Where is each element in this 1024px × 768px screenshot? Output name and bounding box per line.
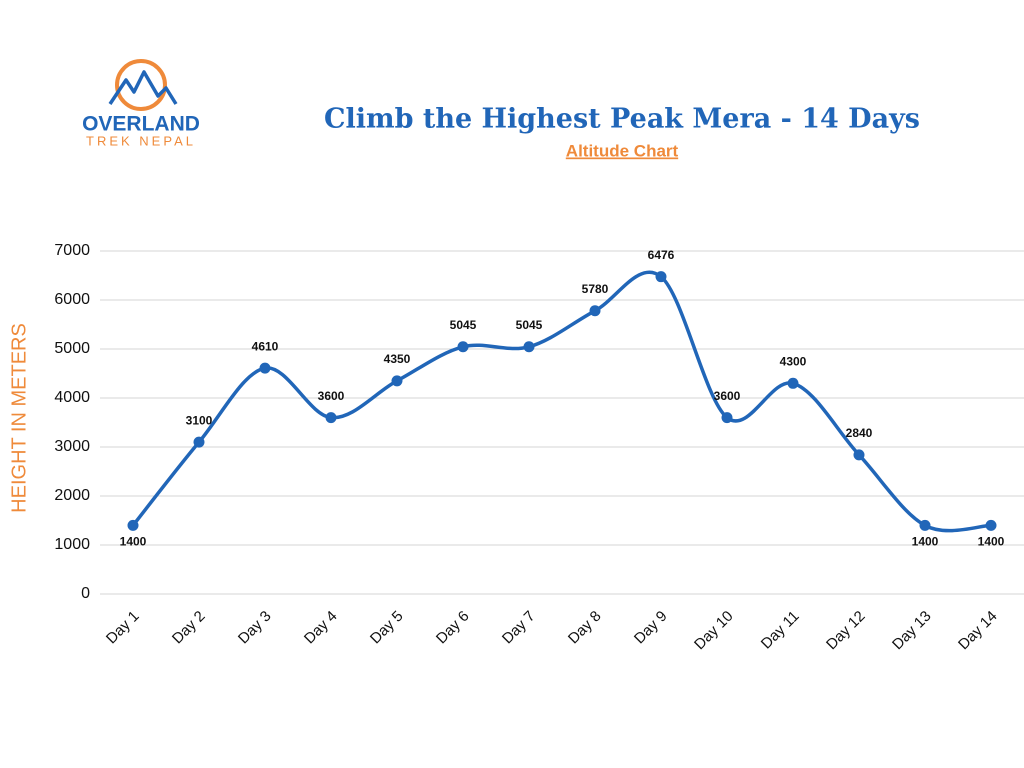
- data-point: [787, 377, 799, 389]
- data-point: [589, 305, 601, 317]
- data-point: [721, 412, 733, 424]
- data-point: [523, 341, 535, 353]
- data-label: 3600: [318, 389, 345, 403]
- x-tick-label: Day 2: [169, 608, 209, 648]
- data-label: 5780: [582, 282, 609, 296]
- x-tick-label: Day 8: [565, 608, 605, 648]
- x-tick-label: Day 14: [955, 608, 1001, 654]
- data-point: [391, 375, 403, 387]
- y-tick-label: 0: [81, 585, 90, 602]
- data-label: 1400: [120, 535, 147, 549]
- x-tick-label: Day 7: [499, 608, 539, 648]
- data-label: 4300: [780, 354, 807, 368]
- data-point: [259, 362, 271, 374]
- data-label: 4350: [384, 352, 411, 366]
- data-point: [985, 519, 997, 531]
- x-tick-label: Day 13: [889, 608, 935, 654]
- x-tick-label: Day 1: [103, 608, 143, 648]
- logo-name: OVERLAND: [82, 113, 200, 136]
- x-tick-label: Day 5: [367, 608, 407, 648]
- y-tick-label: 2000: [54, 487, 90, 504]
- y-tick-label: 7000: [54, 242, 90, 259]
- x-tick-label: Day 4: [301, 608, 341, 648]
- chart-title: Climb the Highest Peak Mera - 14 Days: [324, 104, 920, 135]
- data-label: 4610: [252, 339, 279, 353]
- y-tick-label: 4000: [54, 389, 90, 406]
- logo-mountains: [108, 70, 178, 105]
- logo: OVERLAND TREK NEPAL: [82, 59, 200, 148]
- x-tick-label: Day 6: [433, 608, 473, 648]
- data-label: 3600: [714, 389, 741, 403]
- y-tick-label: 3000: [54, 438, 90, 455]
- data-label: 5045: [450, 318, 477, 332]
- y-axis-label: HEIGHT IN METERS: [8, 323, 30, 513]
- y-tick-label: 6000: [54, 291, 90, 308]
- y-tick-label: 5000: [54, 340, 90, 357]
- y-tick-label: 1000: [54, 536, 90, 553]
- chart-subtitle: Altitude Chart: [566, 141, 679, 160]
- data-label: 1400: [978, 535, 1005, 549]
- data-point: [127, 519, 139, 531]
- logo-ring: [115, 59, 167, 111]
- data-point: [193, 436, 205, 448]
- x-tick-label: Day 11: [758, 608, 803, 653]
- x-tick-label: Day 9: [631, 608, 671, 648]
- series-line: [131, 270, 992, 533]
- data-label: 2840: [846, 426, 873, 440]
- x-tick-label: Day 10: [691, 608, 737, 654]
- data-label: 3100: [186, 413, 213, 427]
- logo-tagline: TREK NEPAL: [86, 133, 196, 148]
- data-label: 5045: [516, 318, 543, 332]
- x-tick-label: Day 3: [235, 608, 275, 648]
- data-point: [853, 449, 865, 461]
- data-point: [457, 341, 469, 353]
- data-point: [655, 271, 667, 283]
- data-label: 6476: [648, 248, 675, 262]
- x-tick-label: Day 12: [823, 608, 869, 654]
- data-point: [325, 412, 337, 424]
- data-label: 1400: [912, 535, 939, 549]
- data-point: [919, 519, 931, 531]
